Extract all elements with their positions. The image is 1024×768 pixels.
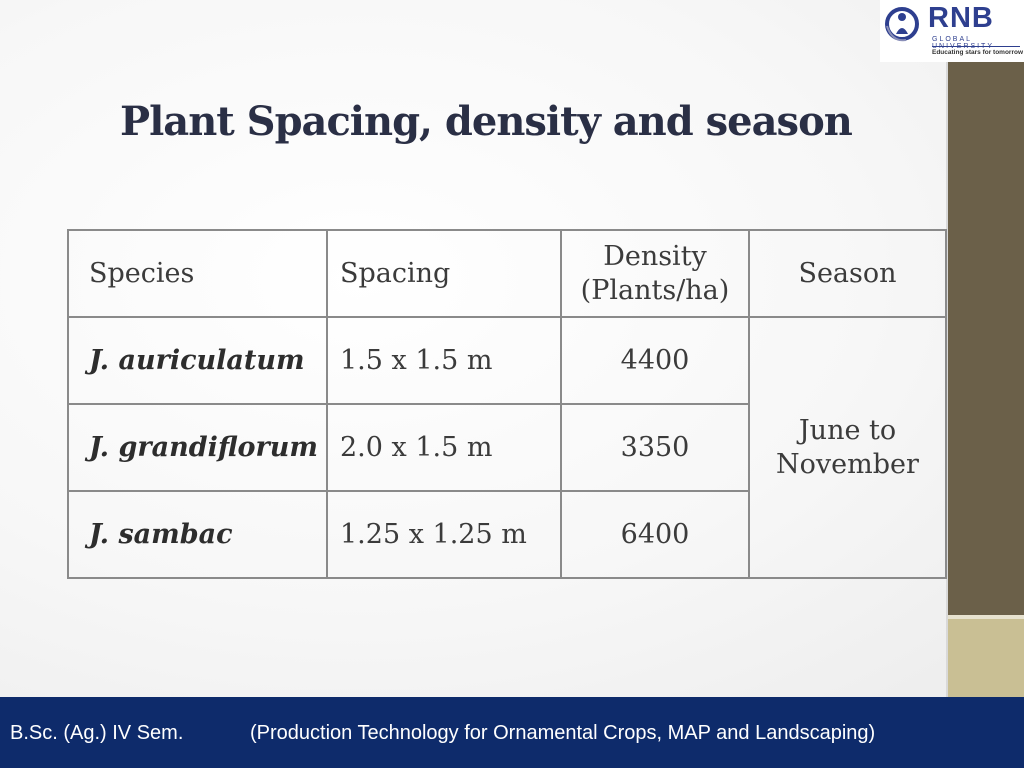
header-density-line1: Density (603, 240, 707, 272)
logo-tagline: Educating stars for tomorrow (932, 49, 1024, 56)
footer-subject: (Production Technology for Ornamental Cr… (250, 722, 876, 744)
side-bar-shadow (946, 62, 949, 697)
spacing-cell: 2.0 x 1.5 m (326, 403, 562, 492)
species-cell: J. grandiflorum (67, 403, 328, 492)
header-species: Species (67, 229, 328, 318)
density-cell: 4400 (560, 316, 750, 405)
spacing-cell: 1.25 x 1.25 m (326, 490, 562, 579)
slide-title: Plant Spacing, density and season (120, 98, 853, 145)
season-cell: June to November (748, 316, 947, 579)
side-bar-divider (948, 615, 1024, 619)
species-cell: J. auriculatum (67, 316, 328, 405)
spacing-table: Species Spacing Density (Plants/ha) Seas… (67, 229, 947, 579)
university-logo: RNB GLOBAL UNIVERSITY Educating stars fo… (880, 0, 1024, 62)
header-season: Season (748, 229, 947, 318)
header-spacing: Spacing (326, 229, 562, 318)
table-row: J. grandiflorum 2.0 x 1.5 m 3350 (67, 403, 946, 492)
density-cell: 6400 (560, 490, 750, 579)
footer-course: B.Sc. (Ag.) IV Sem. (10, 722, 184, 744)
species-cell: J. sambac (67, 490, 328, 579)
logo-rule (932, 46, 1020, 47)
density-cell: 3350 (560, 403, 750, 492)
table-header-row: Species Spacing Density (Plants/ha) Seas… (67, 229, 947, 318)
footer-bar: B.Sc. (Ag.) IV Sem. (Production Technolo… (0, 697, 1024, 768)
logo-subtitle: GLOBAL UNIVERSITY (932, 36, 992, 50)
season-line1: June to (798, 414, 897, 446)
header-density-line2: (Plants/ha) (580, 274, 730, 306)
season-line2: November (776, 448, 919, 480)
side-bar-light (948, 615, 1024, 697)
table-row: J. sambac 1.25 x 1.25 m 6400 (67, 490, 946, 579)
table-row: J. auriculatum 1.5 x 1.5 m 4400 June to … (67, 316, 947, 579)
logo-name: RNB (928, 2, 994, 34)
spacing-cell: 1.5 x 1.5 m (326, 316, 562, 405)
side-bar-dark (948, 62, 1024, 615)
header-density: Density (Plants/ha) (560, 229, 750, 318)
logo-emblem-icon (885, 7, 919, 42)
